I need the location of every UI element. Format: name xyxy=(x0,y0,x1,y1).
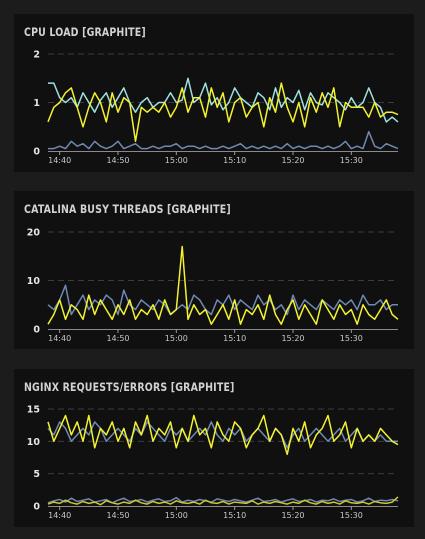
y-tick-label: 0 xyxy=(33,325,40,336)
y-tick-label: 15 xyxy=(27,405,40,416)
x-tick-label: 14:40 xyxy=(48,156,71,165)
panel-cpu-load: CPU LOAD [GRAPHITE] 0 1 2 14:40 14:50 15:00 15… xyxy=(14,14,414,172)
x-tick-label: 15:20 xyxy=(281,334,304,343)
y-tick-label: 2 xyxy=(33,50,40,61)
x-tick-label: 15:30 xyxy=(340,511,363,520)
x-tick-label: 15:20 xyxy=(281,156,304,165)
y-tick-label: 1 xyxy=(33,98,40,109)
y-tick-label: 0 xyxy=(33,502,40,513)
nginx-requests-errors-chart: 0 5 10 15 14:40 14:50 15:00 15:10 15:20 15:30 xyxy=(27,405,399,520)
series-line-1 xyxy=(47,421,398,449)
panel-nginx-requests-errors: NGINX REQUESTS/ERRORS [GRAPHITE] 0 5 10 15 1… xyxy=(14,369,414,527)
x-tick-label: 14:40 xyxy=(48,334,71,343)
x-tick-label: 15:00 xyxy=(165,156,188,165)
series-line-2 xyxy=(47,245,399,325)
series-line-3 xyxy=(47,496,399,504)
x-tick-label: 14:50 xyxy=(106,334,129,343)
x-tick-label: 15:30 xyxy=(340,156,363,165)
x-tick-label: 14:50 xyxy=(106,511,129,520)
x-tick-label: 15:00 xyxy=(165,511,188,520)
catalina-busy-threads-chart: 0 10 20 14:40 14:50 15:00 15:10 15:20 15:30 xyxy=(27,228,399,343)
cpu-load-chart: 0 1 2 14:40 14:50 15:00 15:10 15:20 15:30 xyxy=(33,50,399,165)
series-line-1 xyxy=(48,77,399,123)
x-tick-label: 15:20 xyxy=(281,511,304,520)
x-tick-label: 15:00 xyxy=(165,334,188,343)
panel-title: CPU LOAD [GRAPHITE] xyxy=(24,25,146,39)
x-tick-label: 15:10 xyxy=(223,334,246,343)
x-tick-label: 14:40 xyxy=(48,511,71,520)
y-tick-label: 0 xyxy=(33,147,40,158)
y-tick-label: 10 xyxy=(27,437,41,448)
panel-title: NGINX REQUESTS/ERRORS [GRAPHITE] xyxy=(24,380,235,394)
x-tick-label: 14:50 xyxy=(106,156,129,165)
series-line-3 xyxy=(48,130,399,150)
x-tick-label: 15:10 xyxy=(223,156,246,165)
series-line-4 xyxy=(47,496,399,506)
x-tick-label: 15:10 xyxy=(223,511,246,520)
series-line-2 xyxy=(47,82,399,143)
y-tick-label: 5 xyxy=(33,469,40,480)
y-tick-label: 20 xyxy=(27,228,41,239)
panel-title: CATALINA BUSY THREADS [GRAPHITE] xyxy=(24,202,231,216)
x-tick-label: 15:30 xyxy=(340,334,363,343)
series-line-2 xyxy=(47,414,399,456)
panel-catalina-busy-threads: CATALINA BUSY THREADS [GRAPHITE] 0 10 20 14… xyxy=(14,191,414,349)
y-tick-label: 10 xyxy=(27,276,41,287)
